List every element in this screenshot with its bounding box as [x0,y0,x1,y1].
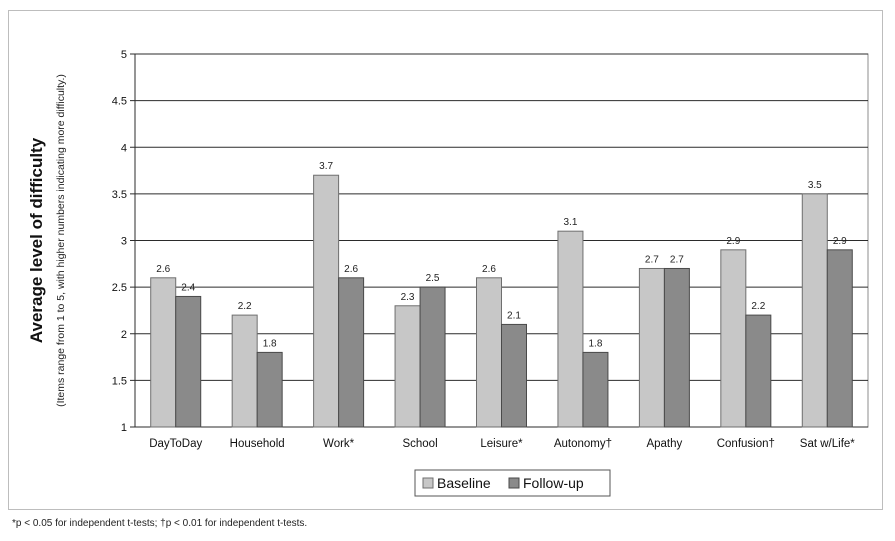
bar-baseline [801,193,828,428]
legend-label: Baseline [437,475,491,491]
y-tick-label: 2 [121,329,127,341]
bar-follow-up [582,351,609,428]
x-tick-label: Confusion† [717,438,775,450]
data-label: 2.7 [645,254,659,265]
bar-follow-up [745,314,772,428]
bar-baseline [476,277,502,428]
x-tick-label: School [402,438,437,450]
data-label: 2.7 [670,254,684,265]
bar-baseline [394,305,421,428]
legend-label: Follow-up [523,475,584,491]
data-label: 1.8 [263,338,277,349]
y-tick-label: 5 [121,49,127,61]
data-label: 2.6 [156,264,170,275]
bar-baseline [720,249,747,428]
bar-follow-up [175,295,202,428]
legend-swatch-baseline [422,477,434,489]
y-tick-label: 3 [121,236,127,248]
data-label: 3.5 [808,180,822,191]
data-label: 2.6 [344,264,358,275]
bar-baseline [150,277,177,428]
bar-follow-up [338,277,365,428]
data-label: 2.3 [401,292,415,303]
y-tick-label: 4 [121,142,127,154]
data-label: 3.7 [319,161,333,172]
x-tick-label: Work* [323,438,355,450]
bar-baseline [313,174,340,428]
bar-baseline [231,314,258,428]
y-tick-label: 3.5 [112,189,127,201]
data-label: 2.1 [507,310,521,321]
y-axis: 1 1.5 2 2.5 3 3.5 4 4.5 5 [112,49,135,434]
y-axis-subtitle: (Items range from 1 to 5, with higher nu… [55,74,67,407]
x-tick-label: Autonomy† [554,438,612,450]
data-label: 2.2 [238,301,252,312]
bar-follow-up [663,267,690,428]
data-label: 1.8 [588,338,602,349]
x-tick-label: Sat w/Life* [800,438,855,450]
x-tick-label: Household [230,438,285,450]
legend: Baseline Follow-up [414,469,611,497]
bar-follow-up [826,249,853,428]
y-tick-label: 4.5 [112,96,127,108]
bar-baseline [557,230,584,428]
data-label: 2.2 [751,301,765,312]
bar-follow-up [256,351,283,428]
data-label: 3.1 [563,217,577,228]
data-label: 2.6 [482,264,496,275]
bar-baseline [638,267,665,428]
data-label: 2.9 [833,236,847,247]
data-label: 2.5 [426,273,440,284]
data-label: 2.9 [726,236,740,247]
y-tick-label: 1.5 [112,375,127,387]
footnote: *p < 0.05 for independent t-tests; †p < … [12,518,308,529]
bar-follow-up [419,286,446,428]
bar-follow-up [501,323,527,428]
x-tick-label: Leisure* [480,438,523,450]
x-tick-label: DayToDay [149,438,202,450]
y-axis-title: Average level of difficulty [27,137,46,343]
legend-swatch-follow-up [508,477,520,489]
data-label: 2.4 [181,282,195,293]
y-tick-label: 2.5 [112,282,127,294]
bars: 2.6 2.4 2.2 1.8 3.7 2.6 2.3 2.5 2.6 2.1 3.1 1.8 2.7 2… [150,161,853,428]
x-tick-label: Apathy [646,438,682,450]
y-tick-label: 1 [121,422,127,434]
